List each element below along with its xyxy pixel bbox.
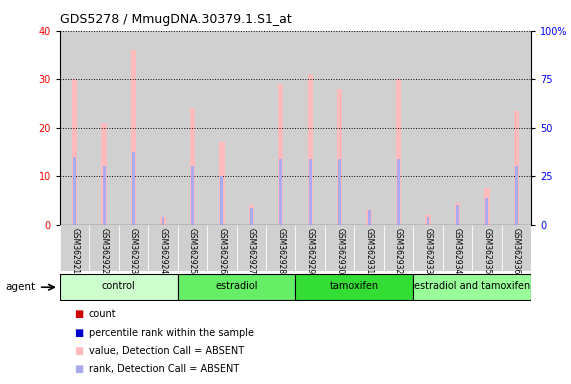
Text: GSM362936: GSM362936 xyxy=(512,228,521,275)
Bar xyxy=(397,159,400,225)
Bar xyxy=(119,31,148,225)
Bar xyxy=(443,31,472,225)
Bar xyxy=(236,225,266,271)
Text: GSM362934: GSM362934 xyxy=(453,228,462,275)
Bar xyxy=(396,79,401,225)
Bar xyxy=(501,31,531,225)
Bar xyxy=(325,225,355,271)
Text: GSM362925: GSM362925 xyxy=(188,228,197,275)
Bar xyxy=(296,31,325,225)
Bar xyxy=(455,203,460,225)
Text: GSM362935: GSM362935 xyxy=(482,228,492,275)
Bar xyxy=(266,31,296,225)
Bar xyxy=(178,31,207,225)
Bar xyxy=(278,84,283,225)
Bar xyxy=(485,198,488,225)
Bar xyxy=(250,208,253,225)
Text: ■: ■ xyxy=(74,309,83,319)
Bar xyxy=(413,225,443,271)
Bar xyxy=(368,210,371,225)
Text: ■: ■ xyxy=(74,346,83,356)
Bar xyxy=(72,79,77,225)
Bar xyxy=(296,274,413,300)
Text: GSM362931: GSM362931 xyxy=(365,228,373,275)
Bar xyxy=(102,123,107,225)
Text: GSM362922: GSM362922 xyxy=(99,228,108,275)
Bar xyxy=(148,31,178,225)
Text: GSM362923: GSM362923 xyxy=(129,228,138,275)
Bar xyxy=(501,225,531,271)
Bar xyxy=(337,89,342,225)
Bar xyxy=(355,31,384,225)
Text: count: count xyxy=(89,309,116,319)
Text: GSM362932: GSM362932 xyxy=(394,228,403,275)
Bar xyxy=(90,31,119,225)
Bar xyxy=(472,225,501,271)
Text: estradiol: estradiol xyxy=(215,281,258,291)
Bar xyxy=(308,74,313,225)
Bar xyxy=(514,111,519,225)
Bar xyxy=(119,225,148,271)
Bar xyxy=(73,157,76,225)
Bar xyxy=(443,225,472,271)
Bar xyxy=(60,225,90,271)
Text: estradiol and tamoxifen: estradiol and tamoxifen xyxy=(414,281,530,291)
Bar xyxy=(427,217,429,225)
Bar xyxy=(220,176,223,225)
Bar xyxy=(309,159,312,225)
Bar xyxy=(413,31,443,225)
Text: GDS5278 / MmugDNA.30379.1.S1_at: GDS5278 / MmugDNA.30379.1.S1_at xyxy=(60,13,292,26)
Text: rank, Detection Call = ABSENT: rank, Detection Call = ABSENT xyxy=(89,364,239,374)
Bar xyxy=(367,210,372,225)
Bar xyxy=(207,225,236,271)
Text: agent: agent xyxy=(6,282,36,292)
Bar xyxy=(178,274,296,300)
Bar xyxy=(103,167,106,225)
Bar xyxy=(162,217,164,225)
Text: GSM362921: GSM362921 xyxy=(70,228,79,275)
Bar xyxy=(515,167,518,225)
Bar xyxy=(131,50,136,225)
Bar xyxy=(178,225,207,271)
Text: ■: ■ xyxy=(74,364,83,374)
Bar xyxy=(425,215,431,225)
Bar xyxy=(384,225,413,271)
Text: value, Detection Call = ABSENT: value, Detection Call = ABSENT xyxy=(89,346,244,356)
Bar xyxy=(338,159,341,225)
Bar xyxy=(207,31,236,225)
Bar xyxy=(160,217,166,225)
Bar xyxy=(190,108,195,225)
Bar xyxy=(413,274,531,300)
Text: GSM362927: GSM362927 xyxy=(247,228,256,275)
Bar xyxy=(236,31,266,225)
Bar xyxy=(148,225,178,271)
Text: GSM362930: GSM362930 xyxy=(335,228,344,275)
Bar xyxy=(249,205,254,225)
Text: GSM362924: GSM362924 xyxy=(159,228,167,275)
Text: tamoxifen: tamoxifen xyxy=(330,281,379,291)
Bar xyxy=(132,152,135,225)
Bar xyxy=(60,274,178,300)
Text: percentile rank within the sample: percentile rank within the sample xyxy=(89,328,254,338)
Text: GSM362929: GSM362929 xyxy=(305,228,315,275)
Bar xyxy=(191,167,194,225)
Bar xyxy=(60,31,90,225)
Text: control: control xyxy=(102,281,136,291)
Text: GSM362928: GSM362928 xyxy=(276,228,286,275)
Text: ■: ■ xyxy=(74,328,83,338)
Bar xyxy=(266,225,296,271)
Bar xyxy=(355,225,384,271)
Bar xyxy=(472,31,501,225)
Bar xyxy=(484,188,489,225)
Bar xyxy=(456,205,459,225)
Bar xyxy=(219,142,224,225)
Bar xyxy=(325,31,355,225)
Bar xyxy=(384,31,413,225)
Bar xyxy=(296,225,325,271)
Bar xyxy=(279,159,282,225)
Bar xyxy=(90,225,119,271)
Text: GSM362933: GSM362933 xyxy=(424,228,432,275)
Text: GSM362926: GSM362926 xyxy=(218,228,226,275)
